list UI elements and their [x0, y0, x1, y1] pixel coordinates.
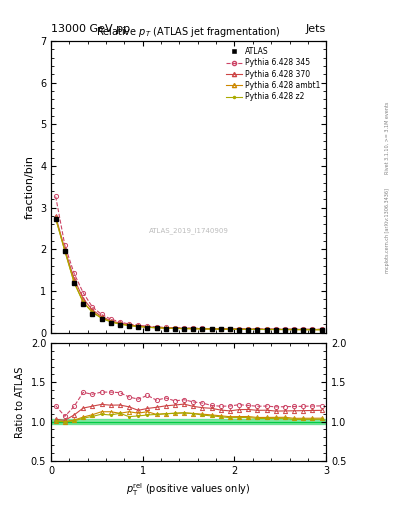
Text: Jets: Jets — [306, 24, 326, 34]
Y-axis label: Ratio to ATLAS: Ratio to ATLAS — [15, 366, 25, 438]
Text: 13000 GeV pp: 13000 GeV pp — [51, 24, 130, 34]
Text: mcplots.cern.ch [arXiv:1306.3436]: mcplots.cern.ch [arXiv:1306.3436] — [385, 188, 389, 273]
Y-axis label: fraction/bin: fraction/bin — [24, 155, 35, 219]
Text: Rivet 3.1.10, >= 3.1M events: Rivet 3.1.10, >= 3.1M events — [385, 102, 389, 175]
Legend: ATLAS, Pythia 6.428 345, Pythia 6.428 370, Pythia 6.428 ambt1, Pythia 6.428 z2: ATLAS, Pythia 6.428 345, Pythia 6.428 37… — [224, 45, 322, 103]
Bar — [51, 419, 326, 424]
Title: Relative $p_T$ (ATLAS jet fragmentation): Relative $p_T$ (ATLAS jet fragmentation) — [96, 26, 281, 39]
Text: ATLAS_2019_I1740909: ATLAS_2019_I1740909 — [149, 227, 229, 234]
X-axis label: $p_{\rm T}^{\rm rel}$ (positive values only): $p_{\rm T}^{\rm rel}$ (positive values o… — [127, 481, 251, 498]
